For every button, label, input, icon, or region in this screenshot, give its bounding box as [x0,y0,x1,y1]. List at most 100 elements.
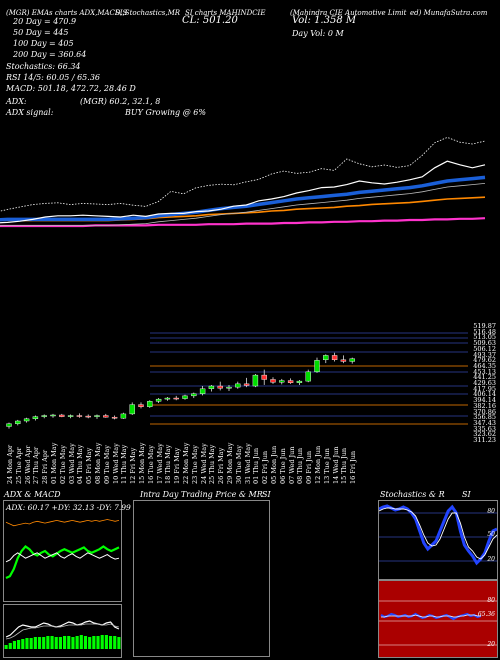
macd-histogram-bar [8,643,12,649]
intra-panel-title: Intra Day Trading Price & MR [140,490,263,499]
macd-histogram-bar [100,635,104,649]
date-tick-label: 27 Thu Apr [32,446,41,484]
candle-body [67,415,74,417]
title-right: (Mahindra CIE Automotive Limit [290,9,407,17]
date-tick-label: 16 Tue May [146,445,155,484]
price-tick-label: 394.14 [473,396,496,405]
macd-histogram-bar [113,636,117,649]
candle-body [155,398,162,402]
macd-histogram-bar [96,636,100,649]
date-tick-label: 05 Mon Jun [270,445,278,484]
date-tick-label: 25 Tue Apr [14,447,23,484]
adx-panel-values: ADX: 60.17 +DY: 32.13 -DY: 7.99 [6,503,131,512]
date-tick-label: 12 Fri May [129,447,138,484]
candle-body [340,359,347,362]
rsi-tick-80: 80 [487,597,495,604]
date-tick-label: 24 Wed May [199,443,208,484]
candle-body [226,386,232,389]
price-tick-label: 356.85 [473,413,496,422]
ema20-label: 20 Day = 470.9 [13,17,77,26]
candle-body [191,393,197,397]
candle-body [323,355,329,361]
candle-body [287,380,294,383]
close-dotted-line [0,136,486,212]
price-tick-label: 406.14 [473,390,496,399]
ema200-line [0,217,486,228]
date-tick-label: 23 Tue May [190,445,199,484]
adx-panel-title: ADX & MACD [4,490,61,499]
ema200-label: 200 Day = 360.64 [13,50,87,59]
price-tick-label: 417.95 [473,384,496,393]
rsi-signal-line [381,614,481,618]
date-tick-label: 26 Fri May [217,447,226,484]
candle-body [15,420,21,424]
candle-body [85,415,91,418]
ema50-label: 50 Day = 445 [13,28,69,37]
date-tick-label: 05 Fri May [85,447,94,484]
price-tick-label: 441.25 [473,373,496,382]
date-tick-label: 02 Fri Jun [261,450,270,484]
candle-body [50,414,56,417]
candle-body [349,358,355,362]
price-tick-label: 429.63 [473,379,496,387]
price-tick-label: 464.35 [473,361,496,370]
volume-label: Vol: 1.358 M [292,15,357,26]
intra-panel-si: SI [262,490,271,499]
adx-values: (MGR) 60.2, 32.1, 8 [80,97,161,106]
rsi-label: RSI 14/5: 60.05 / 65.36 [6,73,100,82]
macd-histogram-bar [54,637,58,649]
macd-histogram-bar [83,636,88,649]
macd-panel [3,604,122,658]
title-left: (MGR) EMAs charts ADX,MACD,S [6,9,128,17]
stoch-panel-title: Stochastics & R [380,490,445,499]
rsi-line [380,612,482,621]
date-tick-label: 14 Wed Jun [331,446,340,484]
price-tick-label: 513.05 [473,333,496,342]
date-tick-label: 11 Thu May [120,444,129,484]
candle-body [6,423,12,427]
macd-histogram-bar [92,636,96,649]
candle-body [305,371,311,382]
adx-signal-value: BUY Growing @ 6% [125,108,206,117]
stoch-tick-80: 80 [487,508,495,515]
date-tick-label: 22 Mon May [182,442,190,484]
date-tick-label: 12 Mon Jun [314,445,322,484]
ema-chart [0,136,486,228]
title-mid1: SI,Stochastics,MR [115,9,181,17]
adx-signal-label: ADX signal: [6,108,54,117]
adx-line [5,545,120,579]
macd-histogram-bar [104,635,108,649]
date-tick-label: 09 Tue May [102,445,111,484]
rsi-tick-20: 20 [487,641,495,648]
macd-histogram-bar [25,638,29,649]
ema-band-line [0,183,486,227]
price-tick-label: 509.63 [473,339,496,348]
price-tick-label: 323.62 [473,430,496,439]
stoch-d-line [379,507,497,560]
ema100-label: 100 Day = 405 [13,39,74,48]
date-tick-label: 07 Wed Jun [287,446,296,484]
price-tick-label: 382.16 [473,401,496,410]
date-tick-label: 10 Wed May [111,443,120,484]
date-tick-label: 26 Wed Apr [23,445,32,484]
date-tick-label: 24 Mon Apr [6,444,14,484]
date-tick-label: 03 Wed May [67,443,76,484]
macd-histogram-bar [79,635,83,649]
macd-histogram-bar [21,639,25,649]
date-tick-label: 08 Thu Jun [296,447,305,484]
ema50-line [0,175,486,222]
rsi-mid-value: 65.36 [477,611,495,618]
macd-line [5,620,120,638]
price-tick-label: 506.12 [473,344,496,353]
date-tick-label: 06 Tue Jun [278,448,287,484]
date-tick-label: 04 Thu May [76,444,85,484]
date-tick-label: 15 Thu Jun [340,447,349,484]
macd-histogram-bar [67,636,71,649]
adx-label: ADX: [6,97,27,106]
candle-body [243,383,250,386]
candle-body [208,385,215,389]
candle-body [217,385,223,389]
candle-body [94,415,100,417]
candle-body [32,416,39,420]
candle-body [173,397,179,400]
